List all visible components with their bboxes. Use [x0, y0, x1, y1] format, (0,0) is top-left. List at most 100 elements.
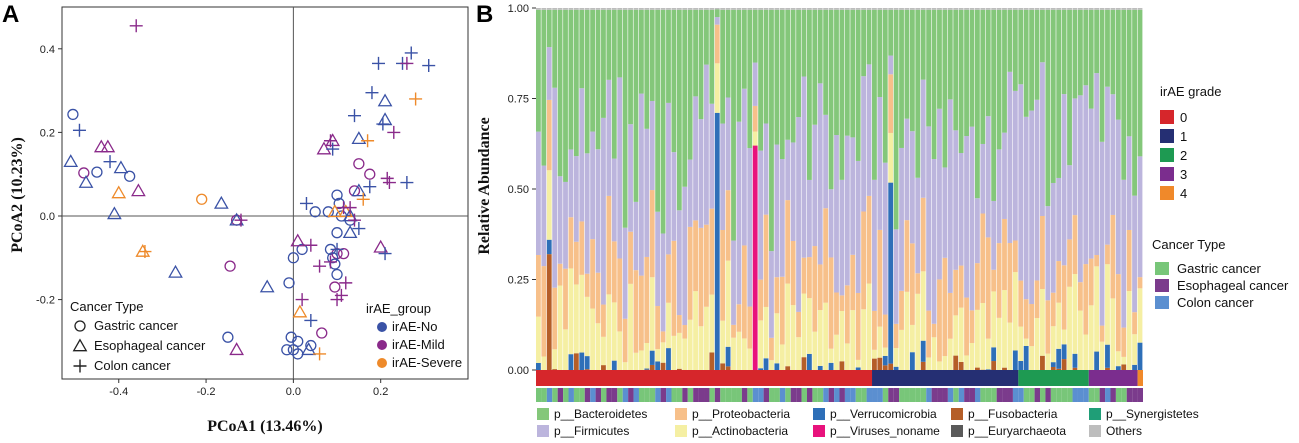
abundance-bar-segment	[606, 79, 612, 196]
pcoa-point-plus	[326, 142, 340, 156]
abundance-bar-segment	[741, 88, 747, 246]
pcoa-point-circle	[353, 158, 365, 170]
abundance-bar-segment	[850, 8, 856, 10]
cancer-strip-cell	[909, 388, 916, 402]
cancer-strip-cell	[731, 388, 737, 402]
abundance-bar-segment	[655, 9, 661, 212]
abundance-bar-segment	[1083, 8, 1089, 10]
abundance-bar-segment	[877, 357, 883, 370]
abundance-bar-segment	[893, 8, 899, 10]
abundance-bar-segment	[682, 325, 688, 339]
taxa-legend-label: p__Bacteroidetes	[554, 407, 647, 421]
pcoa-color-legend-label: irAE-Severe	[392, 355, 462, 370]
cancer-strip-cell	[1061, 388, 1068, 402]
abundance-bar-segment	[1067, 8, 1072, 10]
abundance-bar-segment	[861, 309, 866, 370]
pcoa-point-triangle	[111, 185, 127, 199]
pcoa-point-plus	[347, 109, 361, 123]
pcoa-point-circle	[316, 327, 328, 339]
abundance-bar-segment	[855, 160, 861, 293]
cancer-strip-cell	[649, 388, 656, 402]
abundance-bar-segment	[812, 8, 818, 10]
abundance-bar-segment	[812, 331, 818, 370]
abundance-bar-segment	[817, 365, 823, 370]
abundance-bar-segment	[720, 230, 726, 321]
abundance-bar-segment	[1012, 8, 1018, 10]
abundance-bar-segment	[974, 198, 980, 264]
cancer-strip-cell	[893, 388, 900, 402]
pcoa-point-triangle	[316, 141, 332, 155]
cancer-strip-cell	[823, 388, 829, 402]
grade-legend-swatch-icon	[1160, 110, 1174, 124]
abundance-bar-segment	[622, 318, 628, 363]
abundance-bar-segment	[839, 179, 845, 296]
abundance-bar-segment	[579, 352, 585, 370]
abundance-bar-segment	[991, 200, 997, 270]
abundance-bar-segment	[920, 271, 926, 341]
abundance-bar-segment	[541, 356, 547, 370]
abundance-bar-segment	[557, 285, 563, 370]
pcoa-axes: -0.4 -0.2 0.0 0.2 0.4 0.2 0.0 -0.2	[36, 7, 468, 398]
abundance-bar-segment	[747, 148, 753, 307]
abundance-bar-segment	[731, 240, 736, 325]
abundance-bar-segment	[985, 369, 991, 370]
abundance-bar-segment	[991, 361, 997, 370]
abundance-bar-segment	[622, 227, 628, 319]
cancer-strip-cell	[866, 388, 873, 402]
abundance-bar-segment	[568, 217, 574, 269]
pcoa-point-triangle	[351, 131, 367, 145]
pcoa-point-circle	[224, 260, 236, 272]
abundance-bar-segment	[644, 8, 650, 10]
abundance-bar-segment	[590, 131, 596, 240]
pcoa-point-circle	[281, 344, 293, 356]
abundance-bar-segment	[796, 311, 801, 338]
abundance-bar-segment	[660, 342, 666, 363]
abundance-bar-segment	[937, 9, 942, 109]
abundance-bar-segment	[1083, 9, 1089, 86]
abundance-bar-segment	[899, 8, 904, 10]
cancer-strip-cell	[660, 388, 667, 402]
abundance-bar-segment	[1050, 362, 1056, 367]
abundance-bar-segment	[996, 8, 1002, 10]
abundance-bar-segment	[579, 9, 585, 89]
abundance-bar-segment	[834, 8, 839, 10]
cancer-strip-cell	[1077, 388, 1084, 402]
cancer-legend-swatch-icon	[1155, 296, 1169, 309]
abundance-bar-segment	[877, 229, 883, 327]
abundance-bar-segment	[893, 9, 899, 230]
abundance-bar-segment	[996, 243, 1002, 318]
pcoa-point-plus	[387, 125, 401, 139]
pcoa-point-circle	[287, 252, 300, 264]
abundance-bar-segment	[1099, 141, 1105, 326]
abundance-bar-segment	[920, 340, 926, 362]
abundance-bar-segment	[704, 9, 709, 65]
abundance-bar-segment	[828, 8, 834, 10]
cancer-strip-cell	[942, 388, 948, 402]
abundance-bar-segment	[985, 8, 991, 10]
abundance-bar-segment	[904, 118, 910, 221]
abundance-bar-segment	[882, 355, 888, 366]
abundance-bar-segment	[568, 354, 574, 370]
abundance-bar-segment	[806, 8, 812, 10]
pcoa-point-circle	[91, 166, 103, 178]
pcoa-shape-legend-label: Esophageal cancer	[94, 338, 206, 353]
abundance-bar-segment	[1115, 119, 1121, 275]
pcoa-point-circle	[222, 331, 234, 343]
abundance-bar-segment	[1007, 71, 1013, 244]
abundance-bar-segment	[834, 292, 839, 335]
abundance-bar-segment	[877, 97, 883, 230]
abundance-bar-segment	[546, 8, 552, 10]
pcoa-point-triangle	[63, 154, 79, 167]
abundance-bar-segment	[720, 8, 726, 10]
abundance-bar-segment	[590, 8, 596, 10]
abundance-bar-segment	[546, 254, 552, 370]
cancer-strip-cell	[1110, 388, 1116, 402]
abundance-bar-segment	[915, 9, 921, 178]
abundance-bar-segment	[579, 8, 585, 10]
abundance-bar-segment	[676, 368, 682, 370]
abundance-bar-segment	[563, 181, 568, 269]
cancer-strip-cell	[741, 388, 748, 402]
abundance-bar-segment	[763, 214, 769, 307]
abundance-bar-segment	[909, 131, 915, 244]
grade-legend-swatch-icon	[1160, 167, 1174, 181]
